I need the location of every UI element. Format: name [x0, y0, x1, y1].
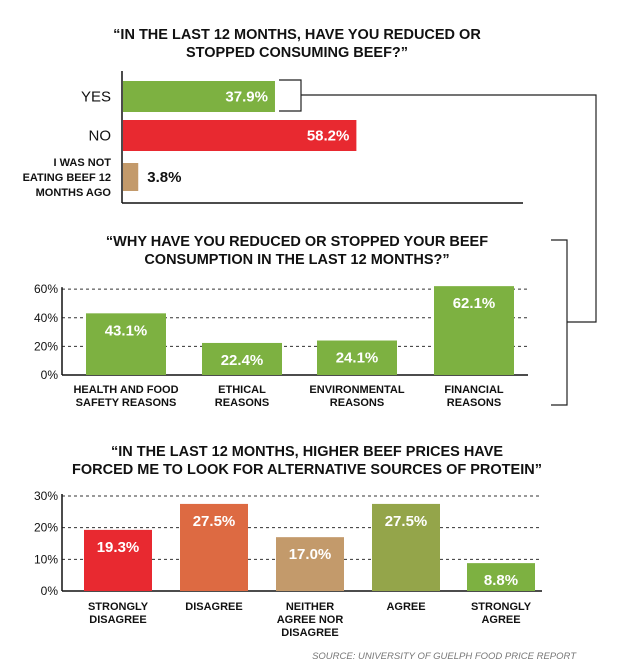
- chart-title: CONSUMPTION IN THE LAST 12 MONTHS?”: [144, 252, 449, 268]
- data-label: 24.1%: [336, 350, 379, 367]
- category-label: HEALTH AND FOOD: [73, 384, 178, 396]
- y-tick-label: 40%: [34, 311, 58, 325]
- chart-title: STOPPED CONSUMING BEEF?”: [186, 45, 408, 61]
- y-tick-label: 20%: [34, 521, 58, 535]
- bracket-reasons: [551, 239, 568, 406]
- bar: [372, 503, 440, 591]
- bracket-yes: [279, 79, 302, 112]
- category-label: DISAGREE: [185, 601, 242, 613]
- category-label: AGREE: [386, 601, 425, 613]
- data-label: 8.8%: [484, 572, 518, 589]
- data-label: 58.2%: [307, 128, 350, 145]
- chart-title: “IN THE LAST 12 MONTHS, HAVE YOU REDUCED…: [113, 27, 481, 43]
- data-label: 43.1%: [105, 322, 148, 339]
- chart-title: “WHY HAVE YOU REDUCED OR STOPPED YOUR BE…: [106, 234, 488, 250]
- category-label: FINANCIAL: [444, 384, 504, 396]
- data-label: 22.4%: [221, 352, 264, 369]
- category-label: YES: [81, 89, 111, 106]
- category-label: AGREE NOR: [277, 614, 344, 626]
- bracket-connector: [279, 79, 597, 406]
- y-tick-label: 0%: [41, 584, 59, 598]
- data-label: 19.3%: [97, 539, 140, 556]
- category-label: STRONGLY: [471, 601, 532, 613]
- chart-title: FORCED ME TO LOOK FOR ALTERNATIVE SOURCE…: [72, 462, 542, 478]
- category-label: I WAS NOT: [54, 157, 112, 169]
- bar: [434, 286, 514, 375]
- data-label: 3.8%: [147, 169, 181, 186]
- y-tick-label: 20%: [34, 339, 58, 353]
- category-label: DISAGREE: [281, 627, 338, 639]
- data-label: 17.0%: [289, 546, 332, 563]
- category-label: SAFETY REASONS: [76, 397, 177, 409]
- category-label: REASONS: [215, 397, 269, 409]
- bar: [202, 342, 282, 375]
- bar: [86, 313, 166, 375]
- source-note: SOURCE: UNIVERSITY OF GUELPH FOOD PRICE …: [312, 651, 577, 662]
- y-tick-label: 30%: [34, 489, 58, 503]
- bar: [180, 503, 248, 591]
- chart-reasons: “WHY HAVE YOU REDUCED OR STOPPED YOUR BE…: [34, 234, 528, 409]
- bar: [467, 563, 535, 591]
- bar: [123, 81, 275, 112]
- bar: [123, 120, 357, 151]
- category-label: MONTHS AGO: [36, 187, 112, 199]
- category-label: REASONS: [330, 397, 384, 409]
- bar: [84, 529, 152, 591]
- data-label: 62.1%: [453, 295, 496, 312]
- connector-line: [301, 94, 597, 323]
- y-tick-label: 0%: [41, 368, 59, 382]
- category-label: NO: [89, 128, 112, 145]
- category-label: REASONS: [447, 397, 501, 409]
- bar: [317, 340, 397, 375]
- chart-beef-reduction: “IN THE LAST 12 MONTHS, HAVE YOU REDUCED…: [23, 27, 523, 204]
- category-label: ENVIRONMENTAL: [309, 384, 404, 396]
- bar: [276, 537, 344, 591]
- y-tick-label: 60%: [34, 282, 58, 296]
- bar: [123, 163, 139, 191]
- category-label: NEITHER: [286, 601, 334, 613]
- category-label: EATING BEEF 12: [23, 172, 111, 184]
- data-label: 27.5%: [385, 513, 428, 530]
- chart-title: “IN THE LAST 12 MONTHS, HIGHER BEEF PRIC…: [111, 444, 503, 460]
- category-label: DISAGREE: [89, 614, 146, 626]
- category-label: STRONGLY: [88, 601, 149, 613]
- data-label: 27.5%: [193, 513, 236, 530]
- chart-alternative-protein: “IN THE LAST 12 MONTHS, HIGHER BEEF PRIC…: [34, 444, 542, 639]
- data-label: 37.9%: [225, 89, 268, 106]
- y-tick-label: 10%: [34, 552, 58, 566]
- category-label: AGREE: [481, 614, 520, 626]
- category-label: ETHICAL: [218, 384, 266, 396]
